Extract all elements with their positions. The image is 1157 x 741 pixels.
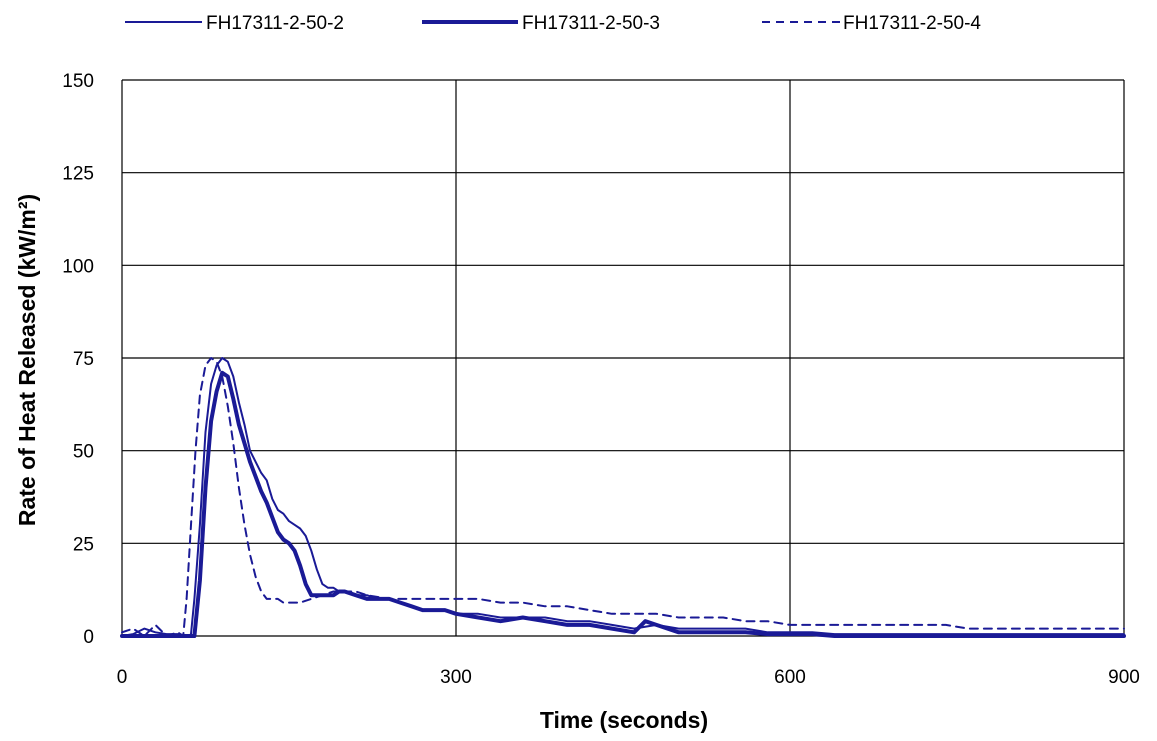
legend-label-series-3: FH17311-2-50-4 [843, 13, 981, 34]
x-tick-label-3: 900 [1108, 667, 1140, 688]
series-line-3 [121, 357, 1125, 637]
grid-layer [121, 79, 1125, 637]
y-tick-label-3: 75 [73, 349, 94, 370]
legend: FH17311-2-50-2 FH17311-2-50-3 FH17311-2-… [125, 13, 981, 34]
y-tick-label-4: 100 [62, 256, 94, 277]
series-layer [120, 357, 1126, 638]
y-tick-label-6: 150 [62, 71, 94, 92]
x-tick-label-1: 300 [440, 667, 472, 688]
x-axis-title: Time (seconds) [540, 707, 708, 733]
x-tick-label-2: 600 [774, 667, 806, 688]
x-tick-label-0: 0 [117, 667, 128, 688]
legend-label-series-2: FH17311-2-50-3 [522, 13, 660, 34]
y-axis-title: Rate of Heat Released (kW/m²) [14, 194, 40, 526]
series-line-2 [120, 370, 1126, 638]
tick-layer: 0 25 50 75 100 125 150 0 300 600 900 [62, 71, 1140, 688]
y-tick-label-2: 50 [73, 442, 94, 463]
y-tick-label-0: 0 [83, 627, 94, 648]
y-tick-label-1: 25 [73, 534, 94, 555]
legend-label-series-1: FH17311-2-50-2 [206, 13, 344, 34]
series-line-1 [121, 357, 1125, 637]
y-tick-label-5: 125 [62, 164, 94, 185]
